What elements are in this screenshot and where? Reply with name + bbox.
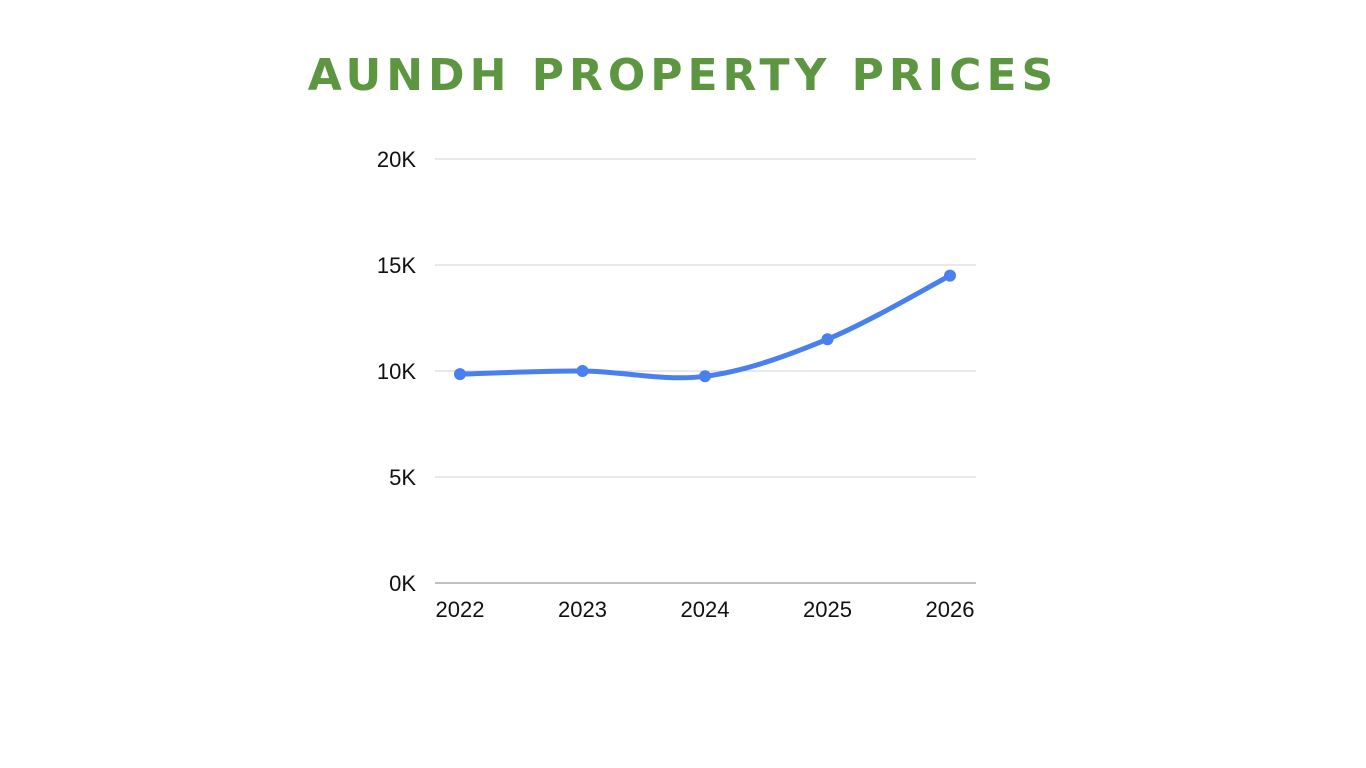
series-layer: [454, 269, 956, 383]
x-tick-label: 2026: [926, 597, 975, 622]
y-axis-tick-labels: 0K 5K 10K 15K 20K: [377, 147, 416, 596]
y-tick-label: 0K: [389, 571, 416, 596]
x-tick-label: 2024: [681, 597, 730, 622]
data-point-2026: [944, 269, 956, 282]
x-tick-label: 2023: [558, 597, 607, 622]
y-tick-label: 15K: [377, 253, 416, 278]
data-point-2024: [699, 370, 711, 383]
chart-title: AUNDH PROPERTY PRICES: [307, 50, 1059, 101]
data-point-2025: [821, 333, 834, 346]
x-tick-label: 2025: [803, 597, 852, 622]
x-tick-label: 2022: [436, 597, 485, 622]
y-tick-label: 5K: [389, 465, 416, 490]
y-tick-label: 10K: [377, 359, 416, 384]
x-axis-tick-labels: 2022 2023 2024 2025 2026: [436, 597, 975, 622]
series-line: [457, 273, 953, 381]
data-point-2023: [576, 365, 589, 377]
y-tick-label: 20K: [377, 147, 416, 172]
data-point-2022: [454, 368, 466, 381]
